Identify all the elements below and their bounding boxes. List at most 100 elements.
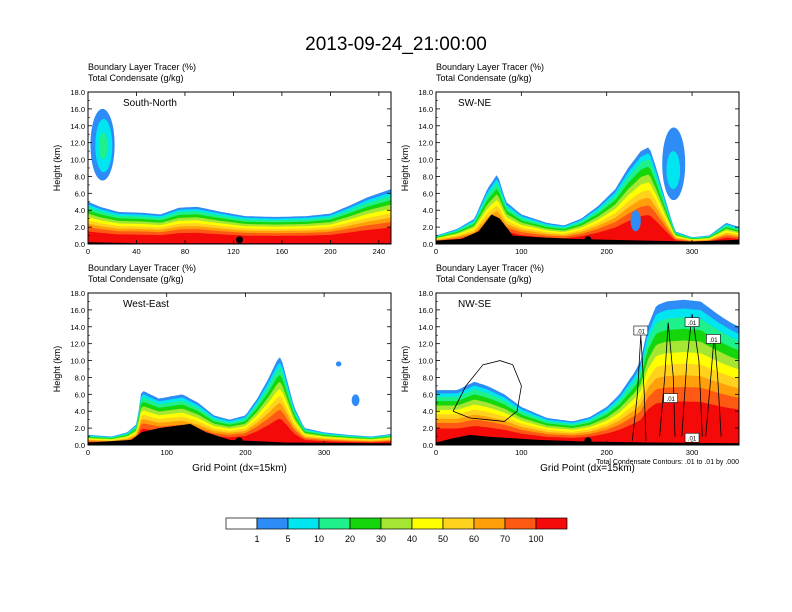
x-tick-label: 0 [434, 448, 438, 457]
tracer-aloft-2 [630, 210, 641, 232]
panel-subtitle-2: Total Condensate (g/kg) [436, 274, 532, 284]
y-tick-label: 4.0 [75, 407, 85, 416]
terrain [88, 423, 391, 445]
colorbar-swatch-7 [442, 517, 475, 530]
y-tick-label: 2.0 [75, 424, 85, 433]
panel-nw-se: .01 .01 .01 .01 .01 0.0 2.0 4.0 6.0 8.0 10.0 12.0 14… [400, 263, 740, 474]
y-tick-label: 2.0 [423, 424, 433, 433]
y-tick-label: 2.0 [423, 223, 433, 232]
y-tick-label: 18.0 [418, 289, 433, 298]
y-tick-label: 12.0 [70, 340, 85, 349]
y-tick-label: 0.0 [423, 441, 433, 450]
panel-subtitle-2: Total Condensate (g/kg) [436, 73, 532, 83]
condensate-contour-3 [681, 314, 703, 437]
y-tick-label: 6.0 [75, 390, 85, 399]
y-tick-label: 12.0 [418, 139, 433, 148]
terrain [436, 214, 739, 244]
y-tick-label: 6.0 [423, 390, 433, 399]
colorbar-label: 10 [314, 534, 324, 544]
x-tick-label: 300 [686, 247, 699, 256]
condensate-contour-0 [452, 360, 522, 422]
panel-label: NW-SE [458, 299, 491, 310]
location-marker [235, 437, 243, 445]
y-tick-label: 4.0 [75, 206, 85, 215]
panel-label: South-North [123, 98, 177, 109]
contour-label-2: .01 [688, 321, 697, 327]
y-tick-label: 6.0 [423, 189, 433, 198]
x-tick-label: 200 [600, 448, 613, 457]
y-tick-label: 0.0 [75, 441, 85, 450]
y-tick-label: 0.0 [423, 240, 433, 249]
colorbar-swatch-3 [318, 517, 351, 530]
colorbar-swatch-1 [256, 517, 289, 530]
colorbar-swatch-8 [473, 517, 506, 530]
y-axis-label: Height (km) [400, 145, 410, 192]
panels: 0.0 2.0 4.0 6.0 8.0 10.0 12.0 14.0 16.0 18.0 0 40 80… [52, 62, 740, 474]
colorbar-swatch-4 [349, 517, 382, 530]
x-tick-label: 80 [181, 247, 189, 256]
x-axis-label: Grid Point (dx=15km) [192, 463, 287, 474]
panel-subtitle-1: Boundary Layer Tracer (%) [436, 62, 544, 72]
y-tick-label: 10.0 [70, 357, 85, 366]
y-tick-label: 8.0 [75, 373, 85, 382]
plot-area [88, 357, 391, 445]
y-tick-label: 4.0 [423, 206, 433, 215]
panel-subtitle-1: Boundary Layer Tracer (%) [436, 263, 544, 273]
y-tick-label: 16.0 [418, 306, 433, 315]
location-marker [584, 437, 592, 445]
location-marker [236, 236, 243, 244]
contour-label-0: .01 [637, 330, 646, 336]
colorbar-label: 1 [254, 534, 259, 544]
x-tick-label: 100 [515, 247, 528, 256]
tracer-aloft-1 [335, 361, 342, 367]
x-tick-label: 100 [515, 448, 528, 457]
y-tick-label: 16.0 [70, 306, 85, 315]
y-tick-label: 14.0 [70, 122, 85, 131]
colorbar-swatch-2 [287, 517, 320, 530]
plot-area [436, 127, 739, 244]
y-tick-label: 10.0 [418, 357, 433, 366]
colorbar-swatch-0 [225, 517, 258, 530]
y-tick-label: 12.0 [418, 340, 433, 349]
tracer-band-10 [436, 401, 739, 445]
tracer-aloft-0 [351, 394, 360, 407]
y-tick-label: 6.0 [75, 189, 85, 198]
colorbar-label: 70 [500, 534, 510, 544]
colorbar-label: 20 [345, 534, 355, 544]
colorbar-label: 30 [376, 534, 386, 544]
y-tick-label: 16.0 [70, 105, 85, 114]
x-tick-label: 300 [686, 448, 699, 457]
x-tick-label: 240 [373, 247, 386, 256]
panel-west-east: 0.0 2.0 4.0 6.0 8.0 10.0 12.0 14.0 16.0 18.0 0 100 2… [52, 263, 392, 474]
panel-label: SW-NE [458, 98, 491, 109]
y-tick-label: 8.0 [75, 172, 85, 181]
colorbar-label: 5 [285, 534, 290, 544]
colorbar-label: 50 [438, 534, 448, 544]
tracer-aloft-2 [98, 132, 108, 160]
x-tick-label: 0 [434, 247, 438, 256]
y-tick-label: 4.0 [423, 407, 433, 416]
x-tick-label: 40 [132, 247, 140, 256]
colorbar-swatch-10 [535, 517, 568, 530]
x-tick-label: 0 [86, 448, 90, 457]
contour-label-box-2 [684, 317, 700, 327]
location-marker [584, 236, 592, 244]
x-tick-label: 0 [86, 247, 90, 256]
y-tick-label: 16.0 [418, 105, 433, 114]
y-tick-label: 18.0 [70, 289, 85, 298]
contour-label-box-3 [706, 334, 721, 344]
x-tick-label: 100 [160, 448, 173, 457]
panel-sw-ne: 0.0 2.0 4.0 6.0 8.0 10.0 12.0 14.0 16.0 18.0 0 100 2… [400, 62, 740, 256]
y-tick-label: 10.0 [70, 156, 85, 165]
tracer-band-10 [88, 227, 391, 244]
y-axis-label: Height (km) [400, 346, 410, 393]
contour-label-1: .01 [667, 397, 676, 403]
contour-note: Total Condensate Contours: .01 to .01 by… [596, 459, 739, 466]
plot-area [88, 108, 391, 244]
x-tick-label: 200 [324, 247, 337, 256]
y-tick-label: 14.0 [70, 323, 85, 332]
x-tick-label: 160 [276, 247, 289, 256]
y-tick-label: 18.0 [70, 88, 85, 97]
colorbar-swatch-6 [411, 517, 444, 530]
